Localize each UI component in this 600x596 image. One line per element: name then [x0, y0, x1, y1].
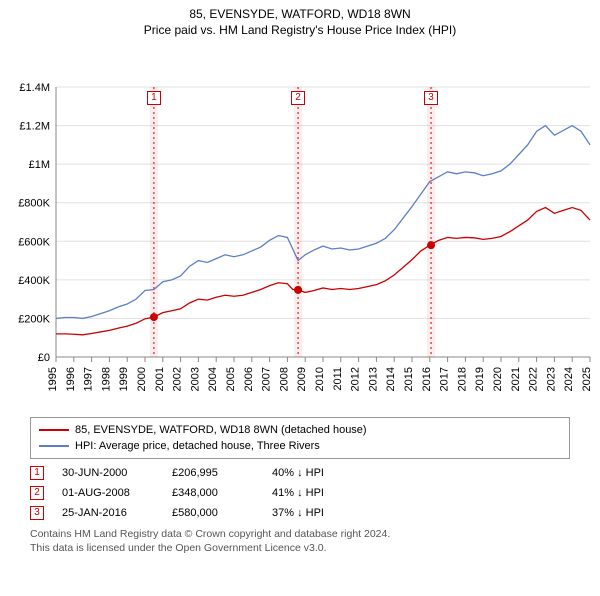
transaction-marker-2: 2	[291, 91, 305, 105]
svg-text:2010: 2010	[314, 367, 326, 391]
svg-text:2023: 2023	[545, 367, 557, 391]
tx-marker-box: 2	[30, 486, 44, 500]
svg-text:1995: 1995	[47, 367, 59, 391]
svg-text:2007: 2007	[261, 367, 273, 391]
tx-row-2: 2 01-AUG-2008£348,00041% ↓ HPI	[30, 483, 570, 503]
legend-swatch	[39, 429, 69, 431]
svg-text:2006: 2006	[243, 367, 255, 391]
tx-row-3: 3 25-JAN-2016£580,00037% ↓ HPI	[30, 503, 570, 523]
svg-text:2009: 2009	[296, 367, 308, 391]
svg-text:2014: 2014	[385, 367, 397, 391]
svg-text:1997: 1997	[83, 367, 95, 391]
tx-diff: 40% ↓ HPI	[272, 467, 352, 479]
svg-text:2012: 2012	[350, 367, 362, 391]
svg-text:2016: 2016	[421, 367, 433, 391]
tx-price: £580,000	[172, 507, 272, 519]
transaction-marker-1: 1	[147, 91, 161, 105]
svg-text:2011: 2011	[332, 367, 344, 391]
tx-marker-box: 1	[30, 466, 44, 480]
svg-text:2021: 2021	[510, 367, 522, 391]
svg-text:2003: 2003	[189, 367, 201, 391]
tx-diff: 37% ↓ HPI	[272, 507, 352, 519]
chart-title: 85, EVENSYDE, WATFORD, WD18 8WN	[0, 6, 600, 23]
svg-text:2002: 2002	[172, 367, 184, 391]
transaction-table: 1 30-JUN-2000£206,99540% ↓ HPI 2 01-AUG-200…	[30, 463, 570, 523]
tx-marker-box: 3	[30, 506, 44, 520]
tx-date: 25-JAN-2016	[62, 507, 172, 519]
svg-text:£600K: £600K	[18, 236, 50, 248]
svg-text:2015: 2015	[403, 367, 415, 391]
svg-text:2018: 2018	[456, 367, 468, 391]
svg-text:1996: 1996	[65, 367, 77, 391]
legend-row-0: 85, EVENSYDE, WATFORD, WD18 8WN (detache…	[39, 422, 561, 438]
svg-text:2024: 2024	[563, 367, 575, 391]
chart-subtitle: Price paid vs. HM Land Registry's House …	[0, 23, 600, 37]
svg-text:2001: 2001	[154, 367, 166, 391]
svg-text:2008: 2008	[278, 367, 290, 391]
legend-swatch	[39, 445, 69, 447]
svg-text:2013: 2013	[367, 367, 379, 391]
svg-text:2017: 2017	[439, 367, 451, 391]
transaction-marker-3: 3	[424, 91, 438, 105]
svg-text:2005: 2005	[225, 367, 237, 391]
svg-text:£1.4M: £1.4M	[19, 82, 50, 94]
svg-text:2000: 2000	[136, 367, 148, 391]
svg-text:1998: 1998	[100, 367, 112, 391]
footer: Contains HM Land Registry data © Crown c…	[30, 527, 570, 555]
tx-row-1: 1 30-JUN-2000£206,99540% ↓ HPI	[30, 463, 570, 483]
tx-price: £206,995	[172, 467, 272, 479]
svg-text:2025: 2025	[581, 367, 593, 391]
footer-line2: This data is licensed under the Open Gov…	[30, 541, 570, 555]
svg-text:2004: 2004	[207, 367, 219, 391]
svg-text:2019: 2019	[474, 367, 486, 391]
svg-text:£200K: £200K	[18, 313, 50, 325]
svg-text:£800K: £800K	[18, 198, 50, 210]
legend: 85, EVENSYDE, WATFORD, WD18 8WN (detache…	[30, 417, 570, 459]
legend-row-1: HPI: Average price, detached house, Thre…	[39, 438, 561, 454]
svg-text:2020: 2020	[492, 367, 504, 391]
svg-text:2022: 2022	[528, 367, 540, 391]
tx-date: 30-JUN-2000	[62, 467, 172, 479]
footer-line1: Contains HM Land Registry data © Crown c…	[30, 527, 570, 541]
svg-text:£0: £0	[38, 352, 50, 364]
tx-price: £348,000	[172, 487, 272, 499]
chart-area: £0 £200K £400K £600K £800K £1M £1.2M £1.4M 1995 1…	[0, 37, 600, 417]
tx-date: 01-AUG-2008	[62, 487, 172, 499]
svg-text:1999: 1999	[118, 367, 130, 391]
legend-label: 85, EVENSYDE, WATFORD, WD18 8WN (detache…	[75, 424, 367, 436]
svg-text:£1M: £1M	[29, 159, 50, 171]
tx-diff: 41% ↓ HPI	[272, 487, 352, 499]
legend-label: HPI: Average price, detached house, Thre…	[75, 440, 320, 452]
svg-text:£1.2M: £1.2M	[19, 120, 50, 132]
svg-text:£400K: £400K	[18, 275, 50, 287]
